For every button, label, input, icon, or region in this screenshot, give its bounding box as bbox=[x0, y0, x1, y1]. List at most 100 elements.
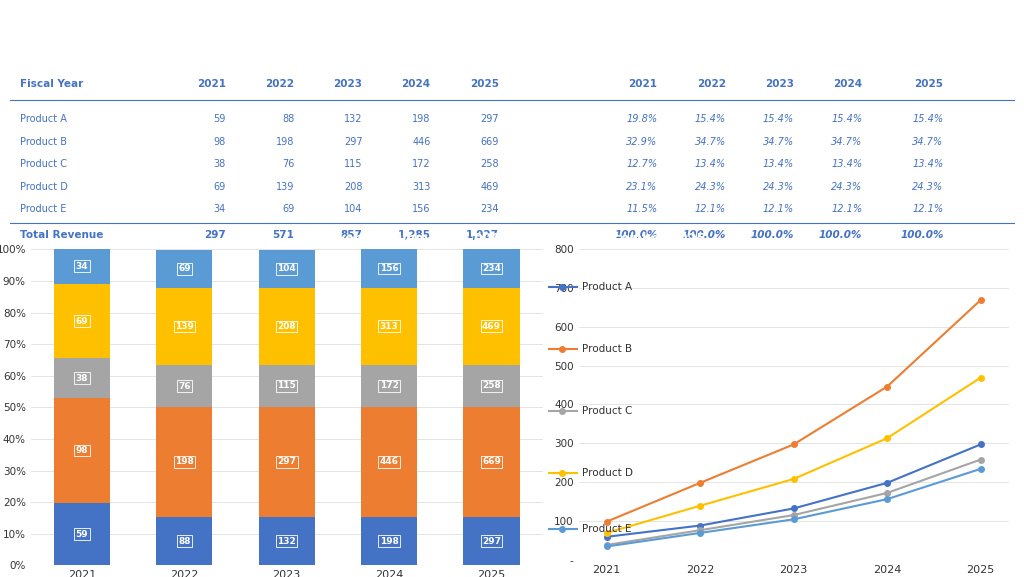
Text: 34.7%: 34.7% bbox=[831, 137, 862, 147]
Text: 132: 132 bbox=[278, 537, 296, 546]
Text: 88: 88 bbox=[282, 114, 294, 124]
Bar bbox=[361, 288, 418, 365]
Text: 234: 234 bbox=[480, 204, 499, 214]
Text: 69: 69 bbox=[282, 204, 294, 214]
Text: 198: 198 bbox=[380, 537, 398, 546]
Bar bbox=[156, 365, 213, 407]
Text: 34: 34 bbox=[214, 204, 226, 214]
Text: 59: 59 bbox=[214, 114, 226, 124]
Text: 198: 198 bbox=[275, 137, 294, 147]
Text: 2023: 2023 bbox=[334, 79, 362, 89]
Text: 132: 132 bbox=[344, 114, 362, 124]
Text: 234: 234 bbox=[482, 264, 501, 273]
Text: 34.7%: 34.7% bbox=[694, 137, 726, 147]
Text: 34: 34 bbox=[76, 262, 88, 271]
Text: 19.8%: 19.8% bbox=[627, 114, 657, 124]
Bar bbox=[53, 248, 111, 284]
Text: 198: 198 bbox=[413, 114, 431, 124]
Text: Product A: Product A bbox=[583, 282, 633, 291]
Text: 76: 76 bbox=[178, 381, 190, 391]
Text: 12.1%: 12.1% bbox=[763, 204, 794, 214]
Text: 2024: 2024 bbox=[401, 79, 431, 89]
Text: Product B: Product B bbox=[583, 343, 633, 354]
Text: 13.4%: 13.4% bbox=[694, 159, 726, 169]
Text: 297: 297 bbox=[204, 230, 226, 239]
Text: 11.5%: 11.5% bbox=[627, 204, 657, 214]
Text: 34.7%: 34.7% bbox=[763, 137, 794, 147]
Bar bbox=[464, 365, 520, 407]
Bar bbox=[361, 407, 418, 517]
Text: 23.1%: 23.1% bbox=[627, 182, 657, 192]
Text: Fiscal Year: Fiscal Year bbox=[20, 79, 84, 89]
Bar bbox=[156, 517, 213, 565]
Text: 100.0%: 100.0% bbox=[900, 230, 943, 239]
Text: 297: 297 bbox=[480, 114, 499, 124]
Text: Revenue Summary ($'000) - 5 Years to December 2025: Revenue Summary ($'000) - 5 Years to Dec… bbox=[318, 231, 706, 245]
Text: Product C: Product C bbox=[583, 406, 633, 415]
Text: Product E: Product E bbox=[20, 204, 67, 214]
Text: 59: 59 bbox=[76, 530, 88, 538]
Text: 32.9%: 32.9% bbox=[627, 137, 657, 147]
Text: 208: 208 bbox=[278, 322, 296, 331]
Bar bbox=[258, 288, 315, 365]
Text: 76: 76 bbox=[282, 159, 294, 169]
Text: 13.4%: 13.4% bbox=[831, 159, 862, 169]
Text: 12.1%: 12.1% bbox=[912, 204, 943, 214]
Bar bbox=[258, 365, 315, 407]
Bar bbox=[53, 398, 111, 503]
Text: 13.4%: 13.4% bbox=[912, 159, 943, 169]
Text: 1,285: 1,285 bbox=[397, 230, 431, 239]
Text: 1,927: 1,927 bbox=[466, 230, 499, 239]
Text: 258: 258 bbox=[480, 159, 499, 169]
Bar bbox=[156, 288, 213, 365]
Text: 2024: 2024 bbox=[834, 79, 862, 89]
Text: 104: 104 bbox=[344, 204, 362, 214]
Text: 156: 156 bbox=[413, 204, 431, 214]
Text: 98: 98 bbox=[76, 446, 88, 455]
Text: 100.0%: 100.0% bbox=[751, 230, 794, 239]
Text: 38: 38 bbox=[76, 373, 88, 383]
Bar bbox=[464, 288, 520, 365]
Bar bbox=[53, 284, 111, 358]
Bar bbox=[156, 407, 213, 517]
Text: 172: 172 bbox=[412, 159, 431, 169]
Bar bbox=[156, 250, 213, 288]
Text: 258: 258 bbox=[482, 381, 501, 390]
Text: 13.4%: 13.4% bbox=[763, 159, 794, 169]
Text: 15.4%: 15.4% bbox=[912, 114, 943, 124]
Text: 24.3%: 24.3% bbox=[763, 182, 794, 192]
Bar bbox=[361, 365, 418, 407]
Text: 313: 313 bbox=[380, 321, 398, 331]
Text: 2025: 2025 bbox=[914, 79, 943, 89]
Text: 857: 857 bbox=[341, 230, 362, 239]
Text: 156: 156 bbox=[380, 264, 398, 273]
Text: 69: 69 bbox=[178, 264, 190, 273]
Text: 297: 297 bbox=[278, 458, 296, 466]
Text: 38: 38 bbox=[214, 159, 226, 169]
Text: 15.4%: 15.4% bbox=[831, 114, 862, 124]
Text: 139: 139 bbox=[175, 322, 194, 331]
Text: 24.3%: 24.3% bbox=[694, 182, 726, 192]
Text: Product E: Product E bbox=[583, 524, 632, 534]
Bar bbox=[464, 249, 520, 288]
Text: 297: 297 bbox=[482, 537, 501, 546]
Text: 2025: 2025 bbox=[470, 79, 499, 89]
Text: 139: 139 bbox=[275, 182, 294, 192]
Text: 12.1%: 12.1% bbox=[694, 204, 726, 214]
Text: 15.4%: 15.4% bbox=[694, 114, 726, 124]
Text: Product A: Product A bbox=[20, 114, 68, 124]
Bar bbox=[53, 358, 111, 398]
Text: 24.3%: 24.3% bbox=[831, 182, 862, 192]
Text: Revenue Summary ($'000) - 5 Years to December 2025: Revenue Summary ($'000) - 5 Years to Dec… bbox=[318, 46, 706, 59]
Text: 88: 88 bbox=[178, 537, 190, 546]
Text: 12.1%: 12.1% bbox=[831, 204, 862, 214]
Text: 669: 669 bbox=[482, 458, 501, 466]
Text: 571: 571 bbox=[272, 230, 294, 239]
Text: 2021: 2021 bbox=[197, 79, 226, 89]
Text: 100.0%: 100.0% bbox=[682, 230, 726, 239]
Text: Product B: Product B bbox=[20, 137, 68, 147]
Text: 34.7%: 34.7% bbox=[912, 137, 943, 147]
Text: 69: 69 bbox=[76, 317, 88, 325]
Text: 2022: 2022 bbox=[696, 79, 726, 89]
Text: 104: 104 bbox=[278, 264, 296, 273]
